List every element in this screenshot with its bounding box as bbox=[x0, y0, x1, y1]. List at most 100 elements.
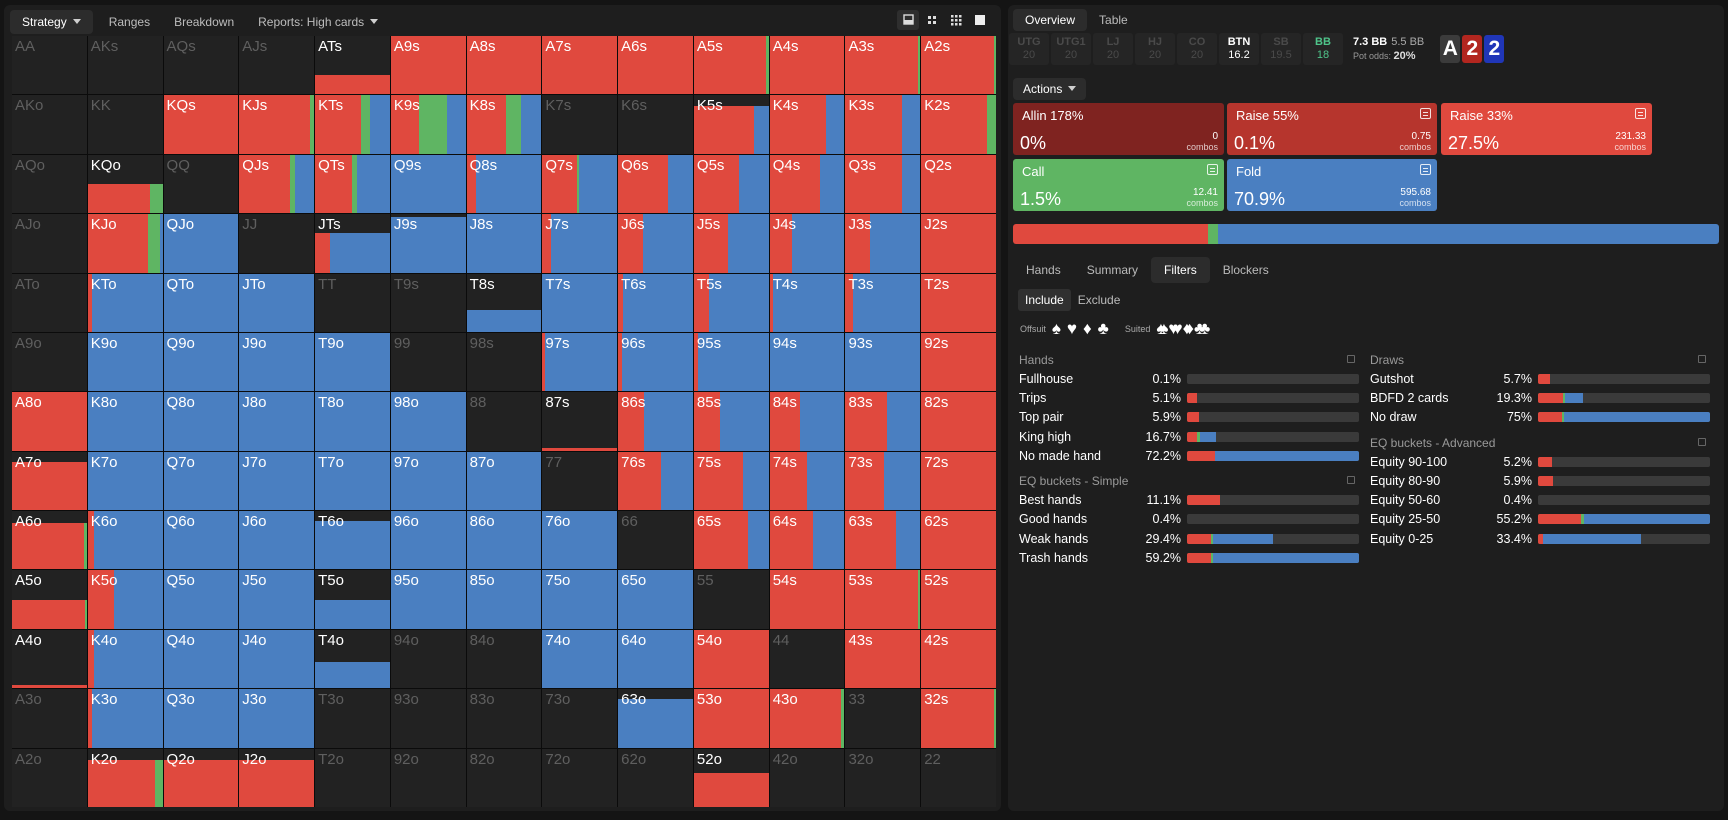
hand-cell-66[interactable]: 66 bbox=[618, 511, 693, 570]
hand-cell-85s[interactable]: 85s bbox=[693, 392, 769, 451]
offsuit-diamond-icon[interactable]: ♦ bbox=[1082, 319, 1092, 338]
hand-cell-T6o[interactable]: T6o bbox=[315, 511, 390, 570]
hand-cell-84s[interactable]: 84s bbox=[769, 392, 845, 451]
hand-cell-97o[interactable]: 97o bbox=[390, 451, 466, 511]
matrix-4-icon[interactable] bbox=[921, 10, 943, 30]
hand-cell-J2s[interactable]: J2s bbox=[921, 214, 996, 273]
suited-club-icon[interactable]: ♣♣ bbox=[1193, 319, 1211, 338]
hand-cell-A3o[interactable]: A3o bbox=[12, 689, 87, 748]
filter-row[interactable]: Equity 80-90 5.9% bbox=[1370, 471, 1710, 490]
hand-cell-Q3s[interactable]: Q3s bbox=[845, 154, 921, 214]
hand-cell-43o[interactable]: 43o bbox=[769, 689, 845, 748]
hand-cell-J6s[interactable]: J6s bbox=[618, 214, 693, 273]
hand-cell-94s[interactable]: 94s bbox=[769, 332, 845, 392]
hand-cell-J2o[interactable]: J2o bbox=[239, 748, 315, 807]
hand-cell-K8s[interactable]: K8s bbox=[466, 95, 542, 154]
action-raise-33-[interactable]: Raise 33% 27.5% 231.33 combos bbox=[1441, 103, 1652, 155]
hand-cell-QQ[interactable]: QQ bbox=[163, 154, 239, 214]
filter-row[interactable]: BDFD 2 cards 19.3% bbox=[1370, 388, 1710, 407]
hand-cell-KJs[interactable]: KJs bbox=[239, 95, 315, 154]
filter-row[interactable]: King high 16.7% bbox=[1019, 427, 1359, 446]
hand-cell-TT[interactable]: TT bbox=[315, 273, 390, 332]
hand-cell-62s[interactable]: 62s bbox=[921, 511, 996, 570]
hand-cell-A4o[interactable]: A4o bbox=[12, 629, 87, 689]
filter-row[interactable]: Equity 90-100 5.2% bbox=[1370, 452, 1710, 471]
hand-cell-K8o[interactable]: K8o bbox=[87, 392, 163, 451]
hand-cell-JTs[interactable]: JTs bbox=[315, 214, 390, 273]
actions-dropdown[interactable]: Actions bbox=[1013, 78, 1087, 100]
exclude-button[interactable]: Exclude bbox=[1077, 293, 1121, 307]
hand-cell-QTo[interactable]: QTo bbox=[163, 273, 239, 332]
action-raise-55-[interactable]: Raise 55% 0.1% 0.75 combos bbox=[1227, 103, 1437, 155]
filter-row[interactable]: Equity 50-60 0.4% bbox=[1370, 490, 1710, 509]
hand-cell-AJs[interactable]: AJs bbox=[239, 36, 315, 95]
hand-cell-Q6o[interactable]: Q6o bbox=[163, 511, 239, 570]
hand-cell-QTs[interactable]: QTs bbox=[315, 154, 390, 214]
hand-cell-J3o[interactable]: J3o bbox=[239, 689, 315, 748]
hand-cell-T2s[interactable]: T2s bbox=[921, 273, 996, 332]
hand-cell-Q5o[interactable]: Q5o bbox=[163, 570, 239, 629]
filter-row[interactable]: Trash hands 59.2% bbox=[1019, 548, 1359, 567]
offsuit-club-icon[interactable]: ♣ bbox=[1097, 319, 1109, 338]
subtab-filters[interactable]: Filters bbox=[1151, 257, 1210, 283]
hand-cell-52o[interactable]: 52o bbox=[693, 748, 769, 807]
toolbar-tab-strategy[interactable]: Strategy bbox=[10, 10, 93, 34]
hand-cell-A3s[interactable]: A3s bbox=[845, 36, 921, 95]
hand-cell-QJo[interactable]: QJo bbox=[163, 214, 239, 273]
hand-cell-J9o[interactable]: J9o bbox=[239, 332, 315, 392]
details-icon[interactable] bbox=[1420, 108, 1431, 119]
hand-cell-AKs[interactable]: AKs bbox=[87, 36, 163, 95]
hand-cell-Q9s[interactable]: Q9s bbox=[390, 154, 466, 214]
hand-cell-J3s[interactable]: J3s bbox=[845, 214, 921, 273]
hand-cell-64o[interactable]: 64o bbox=[618, 629, 693, 689]
hand-cell-JTo[interactable]: JTo bbox=[239, 273, 315, 332]
include-button[interactable]: Include bbox=[1018, 289, 1071, 311]
hand-cell-Q4o[interactable]: Q4o bbox=[163, 629, 239, 689]
hand-cell-87o[interactable]: 87o bbox=[466, 451, 542, 511]
hand-cell-75o[interactable]: 75o bbox=[542, 570, 618, 629]
hand-cell-A9o[interactable]: A9o bbox=[12, 332, 87, 392]
hand-cell-T7o[interactable]: T7o bbox=[315, 451, 390, 511]
hand-cell-K7o[interactable]: K7o bbox=[87, 451, 163, 511]
hand-cell-62o[interactable]: 62o bbox=[618, 748, 693, 807]
hand-cell-T5o[interactable]: T5o bbox=[315, 570, 390, 629]
hand-cell-43s[interactable]: 43s bbox=[845, 629, 921, 689]
details-icon[interactable] bbox=[1207, 164, 1218, 175]
hand-cell-A5s[interactable]: A5s bbox=[693, 36, 769, 95]
hand-cell-Q7o[interactable]: Q7o bbox=[163, 451, 239, 511]
hand-cell-55[interactable]: 55 bbox=[693, 570, 769, 629]
hand-cell-73s[interactable]: 73s bbox=[845, 451, 921, 511]
hand-cell-Q8o[interactable]: Q8o bbox=[163, 392, 239, 451]
hand-cell-74s[interactable]: 74s bbox=[769, 451, 845, 511]
hand-cell-K6o[interactable]: K6o bbox=[87, 511, 163, 570]
filter-row[interactable]: No draw 75% bbox=[1370, 408, 1710, 427]
subtab-summary[interactable]: Summary bbox=[1086, 263, 1139, 277]
hand-cell-73o[interactable]: 73o bbox=[542, 689, 618, 748]
filter-row[interactable]: Equity 25-50 55.2% bbox=[1370, 510, 1710, 529]
position-utg1[interactable]: UTG1 20 bbox=[1051, 33, 1091, 65]
hand-cell-J5o[interactable]: J5o bbox=[239, 570, 315, 629]
hand-cell-KK[interactable]: KK bbox=[87, 95, 163, 154]
hand-cell-A8s[interactable]: A8s bbox=[466, 36, 542, 95]
hand-cell-A6o[interactable]: A6o bbox=[12, 511, 87, 570]
filter-row[interactable]: Good hands 0.4% bbox=[1019, 510, 1359, 529]
hand-cell-95o[interactable]: 95o bbox=[390, 570, 466, 629]
filter-row[interactable]: Gutshot 5.7% bbox=[1370, 369, 1710, 388]
hand-cell-K5s[interactable]: K5s bbox=[693, 95, 769, 154]
offsuit-spade-icon[interactable]: ♠ bbox=[1051, 319, 1061, 338]
action-allin-178-[interactable]: Allin 178% 0% 0 combos bbox=[1013, 103, 1224, 155]
hand-cell-KQo[interactable]: KQo bbox=[87, 154, 163, 214]
position-co[interactable]: CO 20 bbox=[1177, 33, 1217, 65]
hand-cell-K2s[interactable]: K2s bbox=[921, 95, 996, 154]
hand-cell-82o[interactable]: 82o bbox=[466, 748, 542, 807]
position-lj[interactable]: LJ 20 bbox=[1093, 33, 1133, 65]
hand-cell-AKo[interactable]: AKo bbox=[12, 95, 87, 154]
hand-cell-77[interactable]: 77 bbox=[542, 451, 618, 511]
hand-cell-54s[interactable]: 54s bbox=[769, 570, 845, 629]
hand-cell-QJs[interactable]: QJs bbox=[239, 154, 315, 214]
hand-cell-K9s[interactable]: K9s bbox=[390, 95, 466, 154]
filter-row[interactable]: Equity 0-25 33.4% bbox=[1370, 529, 1710, 548]
hand-cell-A2s[interactable]: A2s bbox=[921, 36, 996, 95]
toggle-icon[interactable] bbox=[1698, 437, 1706, 446]
hand-cell-95s[interactable]: 95s bbox=[693, 332, 769, 392]
